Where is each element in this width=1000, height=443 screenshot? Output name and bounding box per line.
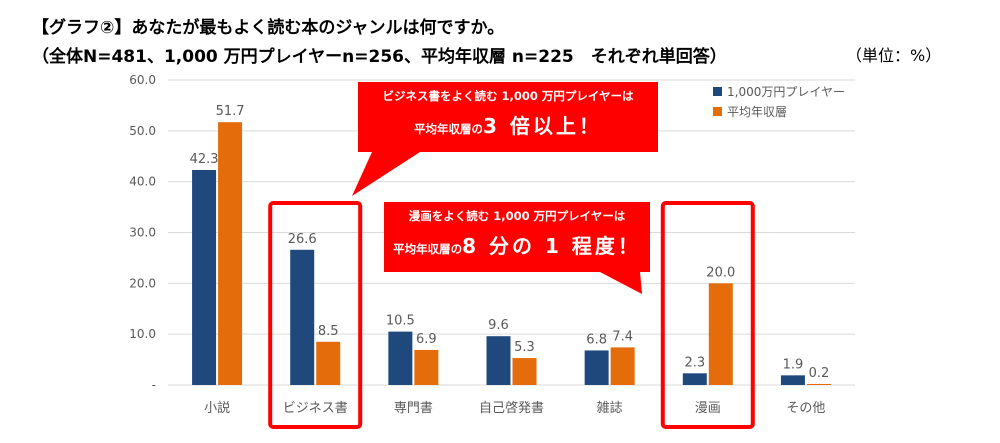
chart-title: 【グラフ②】あなたが最もよく読む本のジャンルは何ですか。: [32, 18, 505, 38]
bar: [486, 336, 511, 385]
bar: [610, 347, 635, 385]
data-label: 5.3: [514, 340, 535, 355]
category-label: 小説: [204, 400, 230, 416]
y-tick-label: -: [152, 378, 156, 392]
highlight-box: [660, 201, 755, 429]
callout-tail: [600, 272, 642, 294]
bar: [290, 249, 315, 385]
y-tick-label: 20.0: [129, 276, 156, 290]
callout-line2: 平均年収層の3 倍以上！: [360, 110, 656, 139]
y-tick-label: 40.0: [129, 175, 156, 189]
category-label: ビジネス書: [283, 401, 348, 416]
unit-label: （単位：%）: [846, 46, 942, 65]
data-label: 51.7: [216, 104, 245, 119]
bar: [780, 375, 805, 385]
callout-line1: 漫画をよく読む 1,000 万円プレイヤーは: [408, 209, 626, 223]
category-label: 専門書: [394, 401, 433, 416]
bar: [316, 341, 341, 385]
category-label: 自己啓発書: [479, 401, 544, 416]
data-label: 2.3: [684, 355, 705, 370]
data-label: 26.6: [288, 232, 317, 247]
data-label: 6.8: [586, 332, 607, 347]
callout-shapes: [352, 82, 658, 294]
bar: [806, 383, 831, 385]
data-label: 9.6: [488, 318, 509, 333]
bar: [512, 358, 537, 385]
callout-emphasis: 8 分の 1 程度！: [462, 234, 641, 258]
chart-subtitle: （全体N=481、1,000 万円プレイヤーn=256、平均年収層 n=225 …: [32, 47, 727, 67]
labels: - 10.0 20.0 30.0 40.0 50.0 60.0 42.3 26.6 10.5 9.6…: [129, 73, 829, 416]
legend-swatch: [713, 87, 722, 96]
y-tick-label: 10.0: [129, 327, 156, 341]
callout-prefix: 平均年収層の: [393, 242, 463, 256]
y-tick-label: 50.0: [129, 124, 156, 138]
data-label: 0.2: [809, 366, 830, 381]
legend-swatch: [713, 107, 722, 116]
data-label: 8.5: [318, 324, 339, 339]
data-label: 42.3: [190, 152, 219, 167]
data-label: 7.4: [612, 329, 633, 344]
data-label: 1.9: [783, 357, 804, 372]
y-tick-label: 30.0: [129, 226, 156, 240]
bar: [388, 331, 413, 385]
bar: [584, 350, 609, 385]
bar: [708, 283, 733, 385]
category-label: 雑誌: [597, 400, 623, 416]
category-label: 漫画: [695, 401, 721, 416]
callout-emphasis: 3 倍以上！: [483, 114, 602, 138]
bars: [192, 122, 831, 386]
highlight-boxes: [268, 201, 755, 429]
data-label: 10.5: [386, 314, 415, 329]
callout-line2: 平均年収層の8 分の 1 程度！: [386, 230, 648, 259]
callout-prefix: 平均年収層の: [414, 122, 484, 136]
callout-manga: 漫画をよく読む 1,000 万円プレイヤーは 平均年収層の8 分の 1 程度！: [386, 208, 648, 259]
bar: [682, 373, 707, 385]
data-label: 20.0: [706, 265, 735, 280]
callout-line1: ビジネス書をよく読む 1,000 万円プレイヤーは: [382, 89, 634, 103]
callout-business-books: ビジネス書をよく読む 1,000 万円プレイヤーは 平均年収層の3 倍以上！: [360, 88, 656, 139]
bar: [414, 349, 439, 385]
bar: [192, 169, 217, 385]
callout-tail: [352, 152, 420, 196]
data-label: 6.9: [416, 332, 437, 347]
y-tick-label: 60.0: [129, 73, 156, 87]
category-label: その他: [786, 401, 825, 416]
legend-label: 1,000万円プレイヤー: [727, 85, 845, 99]
callout-box: [384, 202, 650, 272]
callout-box: [358, 82, 658, 152]
bar: [218, 122, 243, 386]
legend-label: 平均年収層: [727, 105, 787, 119]
highlight-box: [268, 201, 363, 429]
